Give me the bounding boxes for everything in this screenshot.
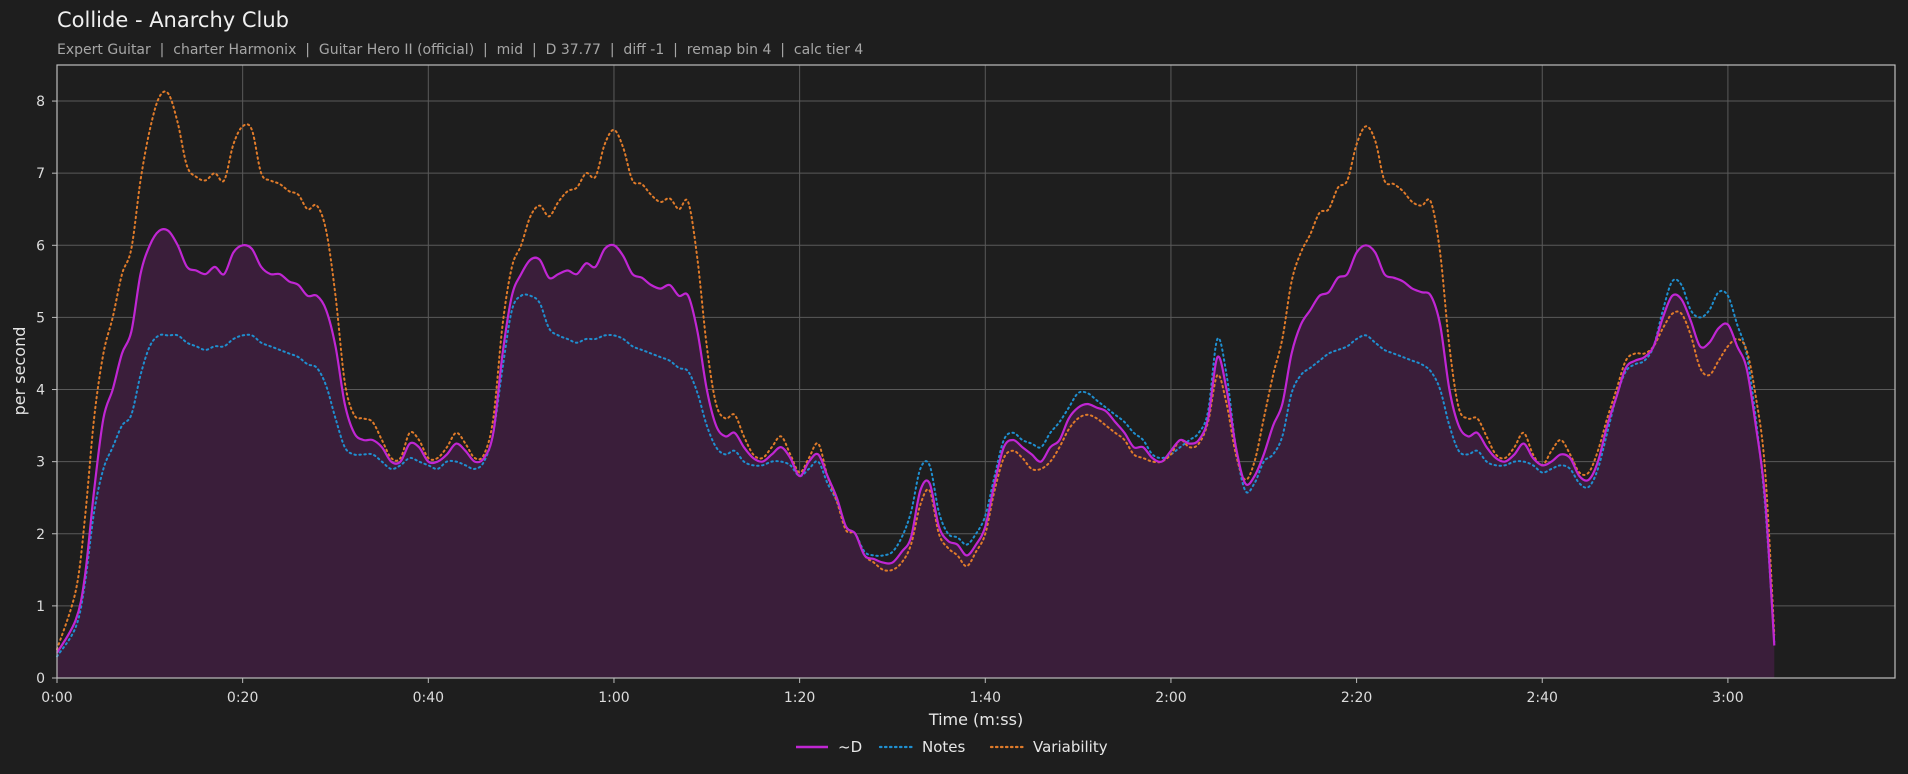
x-tick-label: 0:40 <box>413 690 444 706</box>
y-tick-label: 5 <box>36 310 45 326</box>
legend-label: Variability <box>1033 738 1108 756</box>
plot-frame <box>56 64 1896 679</box>
y-tick-label: 4 <box>36 383 45 399</box>
series-layer <box>56 90 1776 678</box>
y-axis-ticks: 0 1 2 3 4 5 6 7 8 <box>36 94 57 687</box>
y-tick-label: 6 <box>36 238 45 254</box>
x-tick-label: 2:20 <box>1341 690 1372 706</box>
series-line-variability <box>56 90 1776 651</box>
legend-item-variability: Variability <box>989 738 1108 756</box>
legend-label: ~D <box>838 738 862 756</box>
y-axis-label: per second <box>10 327 29 416</box>
legend-label: Notes <box>922 738 966 756</box>
chart-subtitle: Expert Guitar | charter Harmonix | Guita… <box>57 42 863 58</box>
x-axis-label: Time (m:ss) <box>928 710 1023 729</box>
x-tick-label: 1:40 <box>970 690 1001 706</box>
x-tick-label: 2:00 <box>1155 690 1186 706</box>
series-line-notes <box>56 278 1776 658</box>
x-tick-label: 2:40 <box>1527 690 1558 706</box>
x-tick-label: 0:20 <box>227 690 258 706</box>
x-tick-label: 3:00 <box>1712 690 1743 706</box>
y-tick-label: 7 <box>36 166 45 182</box>
series-line-d <box>56 228 1776 654</box>
x-tick-label: 1:20 <box>784 690 815 706</box>
x-tick-label: 0:00 <box>41 690 72 706</box>
x-tick-label: 1:00 <box>598 690 629 706</box>
series-d-area <box>57 229 1775 678</box>
y-tick-label: 0 <box>36 671 45 687</box>
legend: ~D Notes Variability <box>796 738 1108 756</box>
y-tick-label: 2 <box>36 527 45 543</box>
legend-item-notes: Notes <box>878 738 966 756</box>
y-tick-label: 1 <box>36 599 45 615</box>
x-axis-ticks: 0:00 0:20 0:40 1:00 1:20 1:40 2:00 2:20 2:40 3:00 <box>41 678 1744 706</box>
y-tick-label: 3 <box>36 455 45 471</box>
legend-item-d: ~D <box>796 738 862 756</box>
chart-title: Collide - Anarchy Club <box>57 8 289 32</box>
y-tick-label: 8 <box>36 94 45 110</box>
